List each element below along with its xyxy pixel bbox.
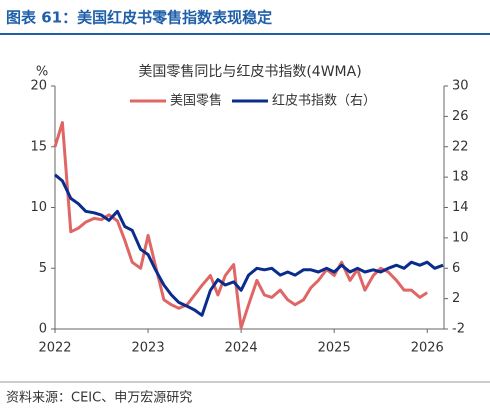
x-tick-label: 2023 xyxy=(132,341,165,356)
series-line xyxy=(54,173,444,317)
y-tick-label: 0 xyxy=(39,322,47,337)
y2-tick-label: -2 xyxy=(452,322,465,337)
y-tick-label: 5 xyxy=(39,261,47,276)
series-line xyxy=(53,121,429,330)
x-tick-label: 2022 xyxy=(38,341,71,356)
y2-tick-label: 18 xyxy=(452,170,469,185)
y2-tick-label: 30 xyxy=(452,79,469,94)
x-tick-label: 2025 xyxy=(318,341,351,356)
y2-tick-label: 26 xyxy=(452,109,469,124)
y-tick-label: 10 xyxy=(30,200,47,215)
page-header: 图表 61：美国红皮书零售指数表现稳定 xyxy=(6,9,272,27)
source: 资料来源：CEIC、申万宏源研究 xyxy=(6,391,192,406)
y2-tick-label: 6 xyxy=(452,261,460,276)
y2-tick-label: 14 xyxy=(452,200,469,215)
y2-tick-label: 10 xyxy=(452,230,469,245)
legend-label: 美国零售 xyxy=(170,93,222,109)
y2-tick-label: 2 xyxy=(452,291,460,306)
chart-title: 美国零售同比与红皮书指数(4WMA) xyxy=(138,64,361,80)
y-tick-label: 20 xyxy=(30,79,47,94)
y2-tick-label: 22 xyxy=(452,139,469,154)
x-tick-label: 2026 xyxy=(411,341,444,356)
x-tick-label: 2024 xyxy=(225,341,258,356)
y-tick-label: 15 xyxy=(30,139,47,154)
y-axis-label: % xyxy=(36,65,48,80)
legend-label: 红皮书指数（右） xyxy=(272,93,376,109)
